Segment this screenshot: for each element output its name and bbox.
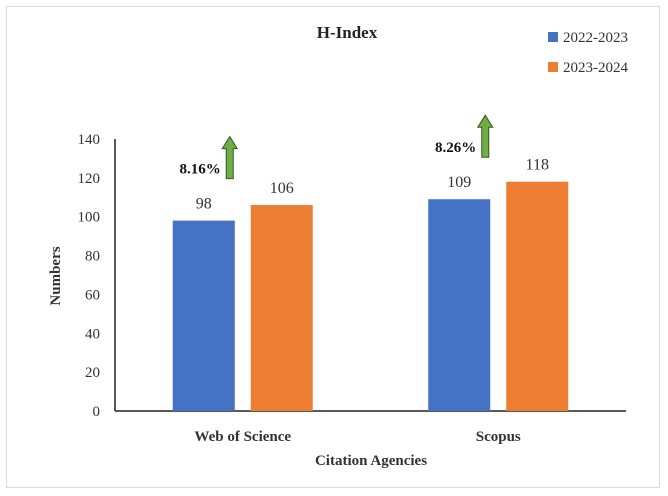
percent-label: 8.26%	[435, 140, 476, 156]
up-arrow-icon	[476, 114, 494, 158]
legend-swatch	[548, 32, 558, 42]
y-tick-label: 20	[85, 365, 100, 381]
y-tick-label: 120	[78, 171, 101, 187]
y-tick-label: 140	[78, 132, 101, 148]
y-tick-label: 60	[85, 287, 100, 303]
bar	[428, 199, 491, 411]
chart-title: H-Index	[317, 23, 378, 42]
y-tick-labels: 0 20 40 60 80 100 120 140	[78, 132, 101, 420]
y-tick-label: 80	[85, 249, 100, 265]
y-axis-title: Numbers	[48, 246, 64, 305]
data-label: 98	[196, 196, 212, 213]
percent-annotation: 8.16%	[180, 135, 239, 180]
up-arrow-icon	[221, 135, 239, 180]
legend-label: 2023-2024	[563, 60, 628, 76]
data-label: 106	[270, 180, 294, 197]
bar	[250, 205, 313, 411]
category-labels: Web of Science Scopus	[194, 429, 520, 445]
data-label: 109	[447, 174, 471, 191]
legend-swatch	[548, 62, 558, 72]
category-label: Web of Science	[194, 429, 291, 445]
legend-label: 2022-2023	[563, 30, 628, 46]
x-axis-title: Citation Agencies	[315, 453, 427, 469]
percent-annotation: 8.26%	[435, 114, 494, 158]
bar	[172, 220, 235, 411]
y-tick-label: 0	[93, 404, 101, 420]
data-label: 118	[526, 157, 549, 174]
legend: 2022-2023 2023-2024	[548, 30, 628, 76]
bar	[506, 181, 569, 411]
y-tick-label: 40	[85, 326, 100, 342]
y-tick-label: 100	[78, 210, 101, 226]
category-label: Scopus	[476, 429, 521, 445]
bars	[172, 181, 569, 411]
percent-label: 8.16%	[180, 162, 221, 178]
data-labels: 98 106 109 118	[196, 157, 549, 213]
annotations: 8.16% 8.26%	[180, 114, 494, 180]
